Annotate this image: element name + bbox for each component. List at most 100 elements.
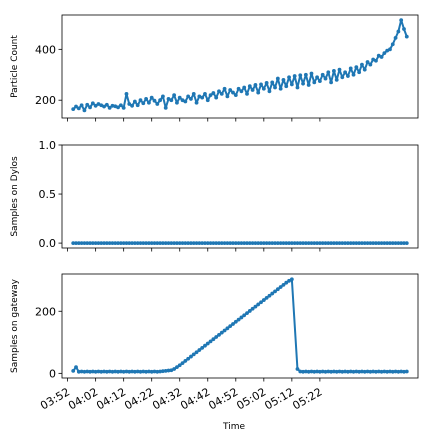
data-point [287,75,291,80]
data-point [104,102,109,107]
data-point [242,85,247,90]
data-point [124,241,129,246]
data-point [399,18,404,22]
data-point [362,67,367,72]
data-point [135,241,140,246]
data-point [163,105,168,110]
data-point [340,75,345,80]
data-point [261,298,266,302]
axes-frame [61,144,419,249]
data-point [225,241,230,246]
data-point [273,289,277,294]
data-point [284,280,289,285]
data-point [177,241,182,246]
data-point [208,241,213,246]
data-point [76,369,81,374]
data-point [365,369,370,374]
data-point [191,352,196,357]
data-point [147,369,151,374]
data-point [250,241,255,246]
data-point [270,80,275,85]
data-point [357,369,362,374]
data-point [90,241,95,246]
x-tick-label: 04:22 [122,385,156,412]
x-tick-label: 05:22 [290,385,324,412]
data-point [376,369,381,374]
data-point [197,348,202,352]
data-point [191,91,196,96]
data-point [233,93,238,98]
data-point [256,90,261,95]
data-point [301,369,305,374]
data-point [348,369,353,374]
data-point [354,241,359,246]
data-point [85,369,90,374]
data-point [402,241,406,246]
data-point [348,66,353,71]
data-point [110,103,115,108]
data-point [183,99,188,104]
data-point [166,368,171,373]
data-point [329,80,333,85]
data-point [147,241,151,246]
data-point [247,241,252,246]
data-point [343,70,348,75]
data-point [360,241,364,246]
data-point [203,343,207,348]
data-point [149,369,154,374]
chart-panel-2: 0.0 0.5 1.0 Samples on Dylos [10,139,419,252]
data-point [236,317,241,322]
data-point [194,241,199,246]
y-axis-label: Samples on gateway [10,278,20,373]
data-point [382,241,387,246]
data-point [390,241,395,246]
data-point [242,241,247,246]
data-point [275,76,280,81]
data-point [309,71,314,76]
data-point [79,369,84,374]
data-point [155,369,160,374]
data-point [110,369,115,374]
data-point [158,98,163,103]
data-point [135,103,140,108]
data-point [362,369,367,374]
data-point [113,241,118,246]
data-point [317,241,322,246]
data-point [390,369,395,374]
data-point [124,369,129,374]
data-point [404,369,409,374]
data-point [357,241,362,246]
data-point [90,369,95,374]
data-point [261,86,266,91]
data-point [388,47,392,52]
data-point [239,315,244,320]
data-point [203,91,207,96]
data-point [399,369,404,374]
data-point [82,108,87,113]
data-point [379,369,384,374]
data-point [135,369,140,374]
data-point [245,91,249,96]
data-point [79,241,84,246]
data-point [303,72,308,77]
data-point [289,82,294,87]
data-point [351,241,356,246]
data-point [259,300,263,305]
data-point [295,241,300,246]
data-point [113,369,118,374]
data-point [348,241,353,246]
data-point [315,241,319,246]
data-point [211,337,216,342]
x-axis-label: Time [222,422,245,432]
data-point [116,369,120,374]
data-point [245,241,249,246]
data-point [298,73,303,78]
data-point [96,369,101,374]
data-point [329,241,333,246]
data-point [360,369,364,374]
data-point [99,369,104,374]
data-point [306,369,311,374]
data-point [152,369,157,374]
data-point [334,77,339,82]
